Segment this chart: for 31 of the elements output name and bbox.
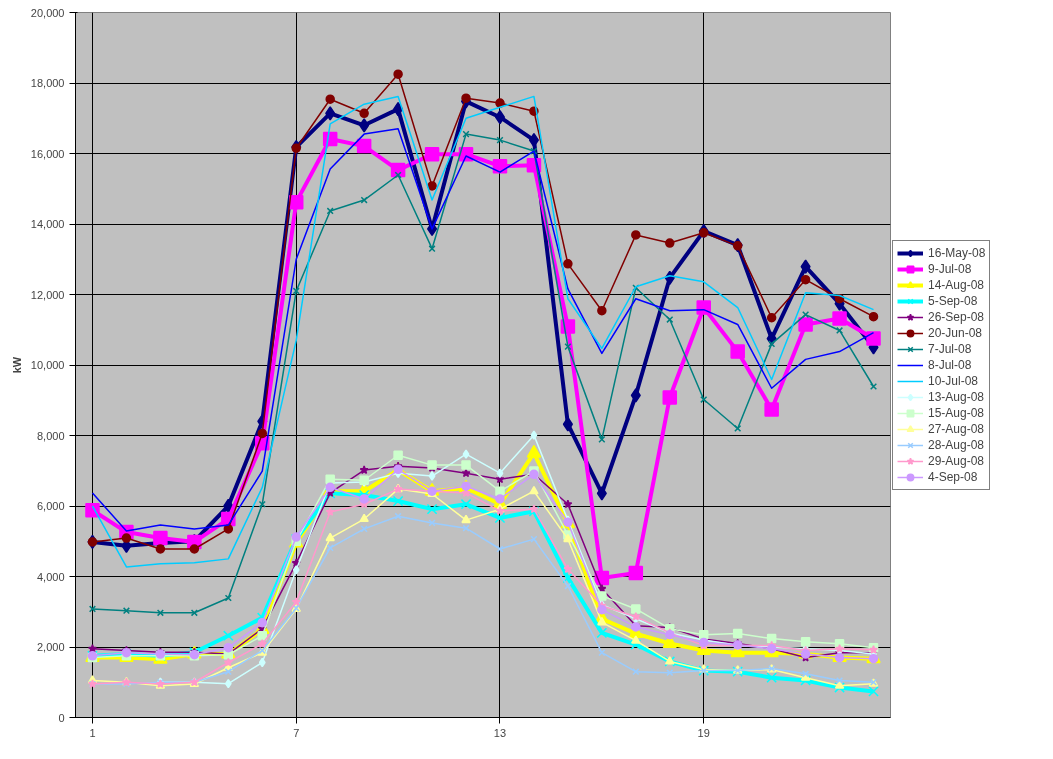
- y-axis-title: kW: [10, 356, 23, 374]
- legend-label: 5-Sep-08: [928, 292, 978, 309]
- x-tick-label: 13: [493, 726, 507, 739]
- legend-label: 4-Sep-08: [928, 468, 978, 485]
- y-tick-label: 12,000: [30, 288, 65, 301]
- y-tick-label: 16,000: [30, 147, 65, 160]
- y-tick-label: 10,000: [30, 359, 65, 371]
- legend-label: 7-Jul-08: [928, 340, 972, 357]
- legend-label: 20-Jun-08: [928, 324, 983, 341]
- legend-label: 13-Aug-08: [928, 388, 985, 405]
- legend-label: 28-Aug-08: [928, 436, 985, 453]
- y-tick-label: 2,000: [36, 641, 65, 653]
- legend-label: 10-Jul-08: [928, 372, 979, 389]
- y-tick-label: 4,000: [36, 570, 65, 583]
- legend-label: 29-Aug-08: [928, 452, 985, 469]
- legend-label: 27-Aug-08: [928, 420, 985, 437]
- legend-label: 15-Aug-08: [928, 404, 985, 421]
- x-tick-label: 19: [697, 726, 710, 739]
- legend-label: 16-May-08: [928, 244, 986, 261]
- x-tick-label: 1: [89, 726, 96, 739]
- y-tick-label: 20,000: [30, 6, 65, 19]
- x-tick-label: 7: [293, 726, 300, 739]
- y-tick-label: 8,000: [36, 429, 65, 442]
- legend-label: 8-Jul-08: [928, 356, 972, 373]
- y-tick-label: 14,000: [30, 218, 65, 230]
- legend-label: 26-Sep-08: [928, 308, 985, 325]
- y-tick-label: 6,000: [36, 500, 65, 512]
- y-tick-label: 18,000: [30, 77, 65, 89]
- legend-label: 9-Jul-08: [928, 260, 972, 277]
- y-tick-label: 0: [58, 711, 65, 724]
- legend-label: 14-Aug-08: [928, 276, 985, 293]
